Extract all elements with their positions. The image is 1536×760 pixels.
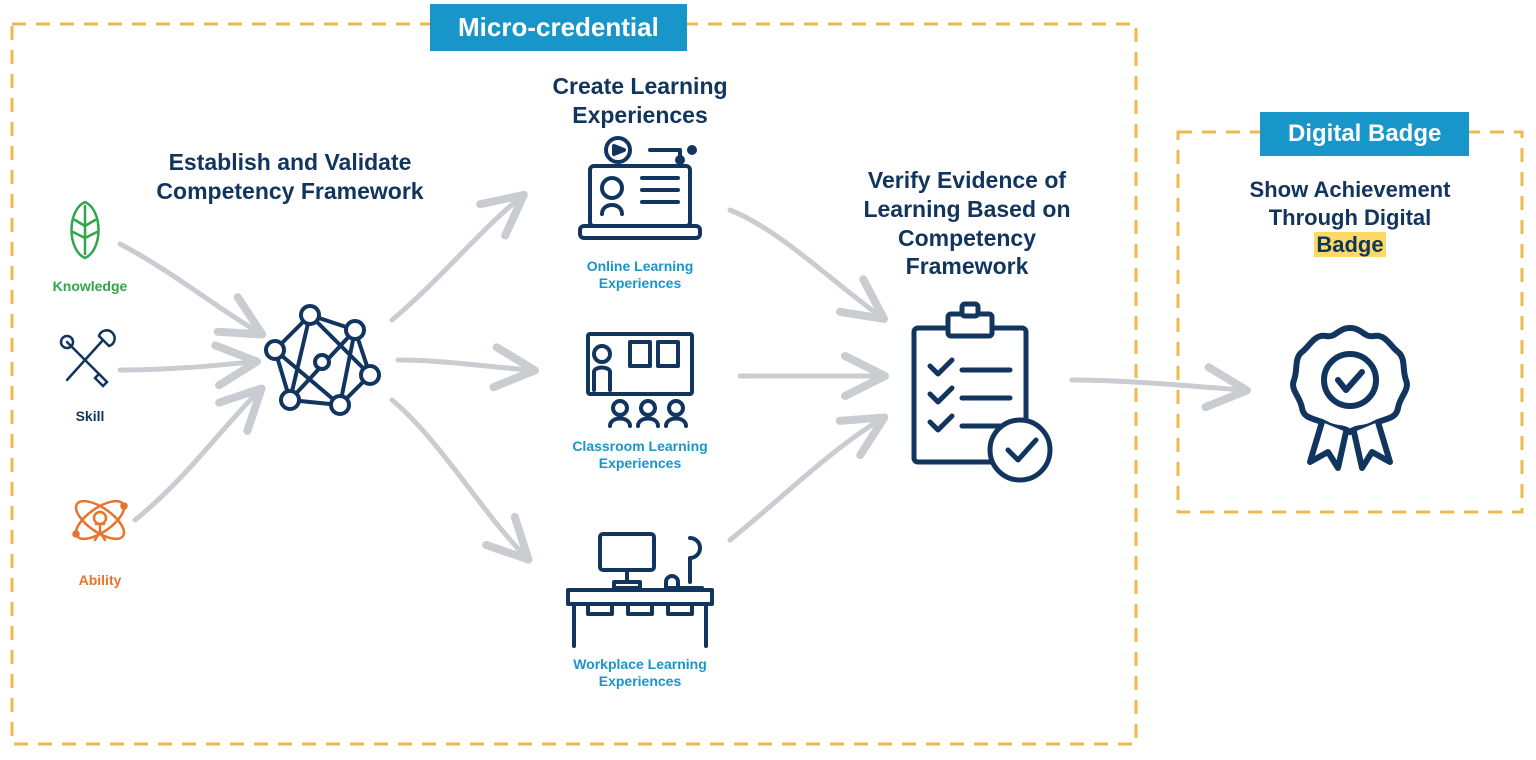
network-icon (266, 306, 379, 414)
clipboard-icon (914, 304, 1050, 480)
workplace-l2: Experiences (599, 673, 682, 689)
workplace-learning-label: Workplace Learning Experiences (555, 656, 725, 690)
verify-line2: Learning Based on (863, 196, 1070, 222)
verify-heading: Verify Evidence of Learning Based on Com… (832, 166, 1102, 281)
micro-credential-box (12, 24, 1136, 744)
ability-icon (70, 494, 130, 546)
online-l2: Experiences (599, 275, 682, 291)
show-highlight: Badge (1314, 232, 1385, 257)
establish-line1: Establish and Validate (169, 149, 412, 175)
digital-badge-tab: Digital Badge (1260, 112, 1469, 156)
online-learning-icon (580, 138, 700, 238)
verify-line1: Verify Evidence of (868, 167, 1066, 193)
skill-label: Skill (55, 408, 125, 425)
classroom-learning-label: Classroom Learning Experiences (555, 438, 725, 472)
verify-line4: Framework (906, 253, 1029, 279)
show-line1: Show Achievement (1250, 177, 1451, 202)
verify-line3: Competency (898, 225, 1036, 251)
skill-icon (61, 330, 115, 386)
classroom-learning-icon (588, 334, 692, 426)
online-learning-label: Online Learning Experiences (560, 258, 720, 292)
knowledge-icon (72, 202, 99, 258)
show-line2: Through Digital (1269, 205, 1432, 230)
badge-icon (1293, 328, 1407, 468)
micro-credential-tab: Micro-credential (430, 4, 687, 51)
create-heading: Create Learning Experiences (500, 72, 780, 130)
online-l1: Online Learning (587, 258, 694, 274)
classroom-l1: Classroom Learning (572, 438, 707, 454)
create-line1: Create Learning (552, 73, 727, 99)
classroom-l2: Experiences (599, 455, 682, 471)
create-line2: Experiences (572, 102, 708, 128)
establish-heading: Establish and Validate Competency Framew… (110, 148, 470, 206)
ability-label: Ability (60, 572, 140, 589)
workplace-learning-icon (568, 534, 712, 646)
show-heading: Show Achievement Through Digital Badge (1200, 176, 1500, 259)
knowledge-label: Knowledge (45, 278, 135, 295)
workplace-l1: Workplace Learning (573, 656, 707, 672)
establish-line2: Competency Framework (156, 178, 423, 204)
